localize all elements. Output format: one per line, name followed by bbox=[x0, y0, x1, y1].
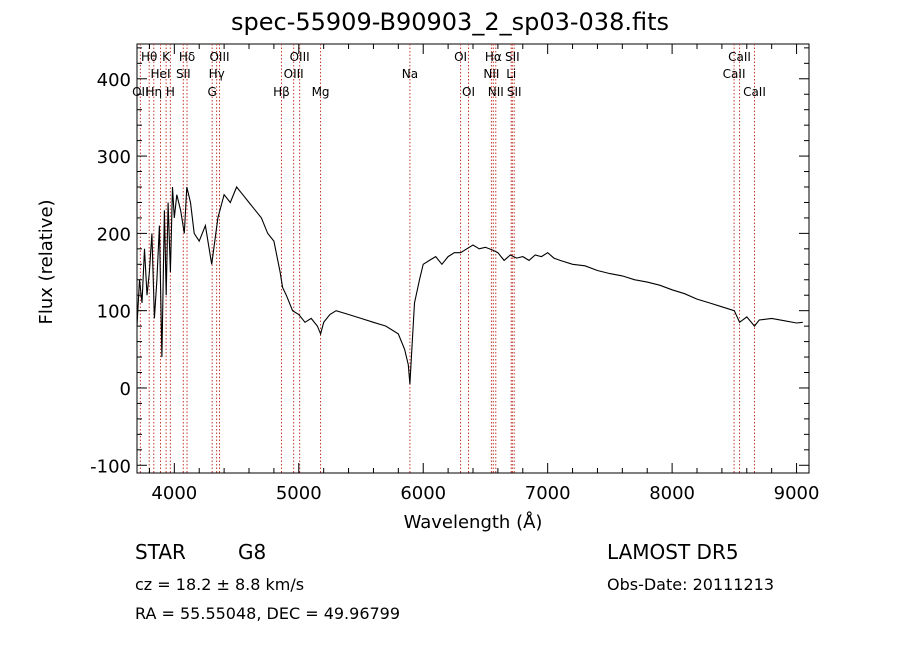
chart-title: spec-55909-B90903_2_sp03-038.fits bbox=[231, 8, 669, 36]
line-label: SII bbox=[505, 50, 520, 64]
star-class-label: STAR bbox=[135, 540, 186, 564]
axis-ticks: 4000 5000 6000 7000 8000 9000 -100 0 100 200 300 40… bbox=[90, 44, 819, 504]
line-label: OIII bbox=[290, 50, 310, 64]
line-label: OI bbox=[462, 85, 475, 99]
line-label: H bbox=[166, 85, 175, 99]
line-label: OIII bbox=[209, 50, 229, 64]
line-label: OI bbox=[454, 50, 467, 64]
line-label: Hη bbox=[145, 85, 162, 99]
line-label: NII bbox=[488, 85, 504, 99]
x-tick-label: 5000 bbox=[276, 483, 322, 504]
x-tick-label: 4000 bbox=[151, 483, 197, 504]
cz-label: cz = 18.2 ± 8.8 km/s bbox=[135, 575, 305, 594]
line-label: Na bbox=[402, 67, 418, 81]
x-axis-label: Wavelength (Å) bbox=[404, 511, 543, 533]
line-label: SII bbox=[176, 67, 191, 81]
spectrum-line bbox=[136, 185, 803, 385]
line-label: G bbox=[208, 85, 217, 99]
plot-frame bbox=[136, 43, 810, 474]
line-label: NII bbox=[483, 67, 499, 81]
radec-label: RA = 55.55048, DEC = 49.96799 bbox=[135, 604, 401, 623]
line-label: CaII bbox=[728, 50, 751, 64]
x-tick-label: 7000 bbox=[525, 483, 571, 504]
line-label: K bbox=[162, 50, 171, 64]
y-tick-label: -100 bbox=[90, 456, 131, 477]
survey-label: LAMOST DR5 bbox=[607, 540, 739, 564]
line-labels: OIIHθHηHeIKHSIIHδGHγOIIIHβOIIIOIIIMgNaOI… bbox=[132, 50, 766, 99]
line-label: Hα bbox=[485, 50, 502, 64]
x-tick-label: 9000 bbox=[774, 483, 820, 504]
y-tick-label: 300 bbox=[97, 147, 131, 168]
line-label: SII bbox=[507, 85, 522, 99]
line-markers bbox=[139, 44, 755, 473]
line-label: OII bbox=[132, 85, 149, 99]
line-label: Mg bbox=[312, 85, 330, 99]
star-subclass-label: G8 bbox=[238, 540, 267, 564]
line-label: Hθ bbox=[141, 50, 157, 64]
line-label: Hδ bbox=[179, 50, 195, 64]
x-tick-label: 8000 bbox=[649, 483, 695, 504]
line-label: CaII bbox=[743, 85, 766, 99]
line-label: Hγ bbox=[209, 67, 225, 81]
y-tick-label: 100 bbox=[97, 302, 131, 323]
y-tick-label: 200 bbox=[97, 224, 131, 245]
line-label: CaII bbox=[723, 67, 746, 81]
obs-date-label: Obs-Date: 20111213 bbox=[607, 575, 775, 594]
y-tick-label: 0 bbox=[120, 379, 131, 400]
x-tick-label: 6000 bbox=[400, 483, 446, 504]
y-axis-label: Flux (relative) bbox=[36, 199, 57, 324]
line-label: Li bbox=[506, 67, 516, 81]
line-label: Hβ bbox=[273, 85, 290, 99]
line-label: OIII bbox=[284, 67, 304, 81]
line-label: HeI bbox=[151, 67, 171, 81]
y-tick-label: 400 bbox=[97, 70, 131, 91]
